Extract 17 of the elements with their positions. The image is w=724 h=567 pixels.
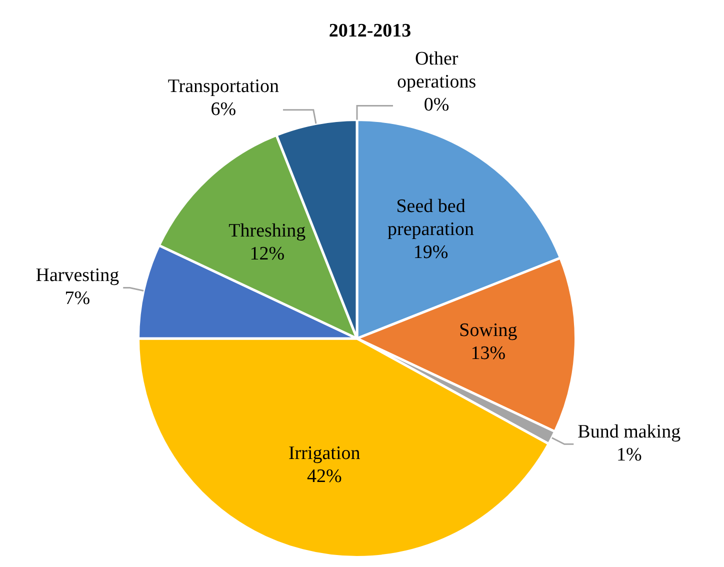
data-label: 1%	[616, 444, 642, 466]
slice-label: Sowing	[459, 320, 518, 342]
data-label: 19%	[413, 242, 448, 263]
chart-title: 2012-2013	[328, 20, 412, 42]
slice-label: Seed bed preparation	[388, 196, 475, 240]
text: 0%	[424, 94, 450, 116]
slice-label: Threshing	[228, 220, 306, 242]
data-label: 6%	[210, 98, 236, 120]
slice-label: Transportation	[168, 76, 280, 97]
slice-label: Irrigation	[288, 443, 361, 464]
slice-label: Bund making	[578, 422, 682, 443]
category-label: Other operations	[396, 48, 476, 93]
data-label: 13%	[470, 343, 506, 364]
data-label: 7%	[64, 288, 90, 310]
slice-label: Harvesting	[36, 265, 120, 286]
data-label: 12%	[250, 243, 285, 264]
data-label: 42%	[306, 466, 342, 488]
